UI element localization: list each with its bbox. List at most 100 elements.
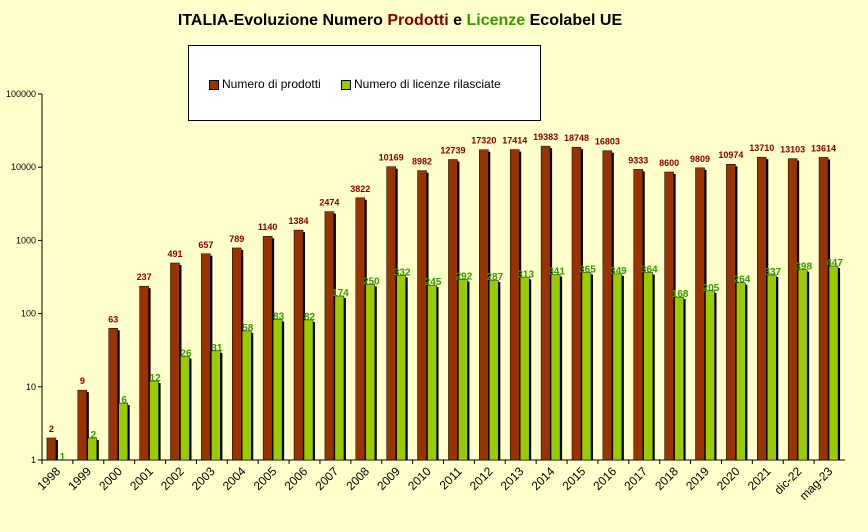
data-label-products: 3822 [350,184,370,194]
data-label-products: 16803 [595,137,620,147]
data-label-products: 17320 [471,136,496,146]
legend-item-licenses: Numero di licenze rilasciate [341,77,501,91]
data-label-licenses: 264 [734,275,751,286]
data-label-products: 19383 [533,132,558,142]
x-tick-label: 2018 [652,464,681,493]
x-tick-label: 2003 [189,464,218,493]
bar-products [170,262,180,461]
x-tick-label: 2019 [683,464,712,493]
x-tick-label: 2005 [251,464,280,493]
data-label-licenses: 83 [273,312,285,323]
x-tick-label: 2009 [374,464,403,493]
data-label-licenses: 447 [826,258,843,269]
data-label-licenses: 349 [610,266,627,277]
x-tick-label: 2007 [312,464,341,493]
data-label-licenses: 174 [332,288,349,299]
data-label-products: 9333 [628,155,648,165]
bar-licenses [828,265,839,461]
data-label-licenses: 337 [764,267,781,278]
x-tick-label: 2012 [467,464,496,493]
data-label-licenses: 12 [150,373,162,384]
data-label-products: 657 [198,240,213,250]
bar-licenses [272,319,283,461]
bar-products [293,229,304,461]
x-tick-label: 2000 [96,464,125,493]
x-tick-label: 2020 [714,464,743,493]
bar-products [571,146,582,461]
x-tick-label: 2016 [590,464,619,493]
bar-products [201,253,211,461]
bar-licenses [797,269,808,461]
x-tick-label: 2001 [127,464,156,493]
legend-label-licenses: Numero di licenze rilasciate [354,77,501,91]
data-label-licenses: 6 [121,395,127,406]
x-tick-label: 1998 [34,464,63,493]
data-label-products: 13710 [749,143,774,153]
bar-licenses [705,290,715,461]
bar-licenses [550,274,561,461]
bar-products [509,149,520,461]
data-label-licenses: 2 [91,430,97,441]
bar-products [448,159,458,461]
bar-products [108,328,118,461]
data-label-products: 2474 [319,198,339,208]
bar-products [757,156,767,461]
data-label-licenses: 292 [456,272,473,283]
data-label-licenses: 365 [579,264,596,275]
bar-products [46,437,57,461]
bar-products [818,157,829,461]
data-label-products: 1140 [258,222,278,232]
x-tick-label: 2006 [282,464,311,493]
data-label-products: 2 [49,424,54,434]
data-label-licenses: 364 [641,265,658,276]
data-label-licenses: 332 [394,267,411,278]
bar-licenses [581,272,592,461]
x-tick-label: 2010 [405,464,434,493]
bar-products [602,150,613,461]
bar-licenses [149,380,159,461]
bar-licenses [643,272,653,461]
data-label-products: 63 [108,314,118,324]
bar-licenses [427,284,437,461]
x-tick-label: 2008 [343,464,372,493]
data-label-products: 10169 [379,153,404,163]
bar-products [262,235,273,461]
y-tick-label: 10 [26,382,36,392]
bar-licenses [396,275,406,461]
data-label-products: 789 [229,234,244,244]
data-label-licenses: 287 [486,272,503,283]
data-label-products: 1384 [289,216,309,226]
bar-licenses [118,402,128,461]
bar-licenses [458,279,468,461]
data-label-licenses: 313 [517,269,534,280]
bar-licenses [87,437,98,461]
y-tick-label: 10000 [11,162,36,172]
data-label-products: 8600 [659,158,679,168]
bar-products [540,145,551,461]
bar-licenses [365,284,376,461]
bar-licenses [767,274,777,461]
bar-products [726,163,736,461]
x-tick-label: 2002 [158,464,187,493]
x-tick-label: 2014 [529,464,558,493]
legend: Numero di prodotti Numero di licenze ril… [188,45,541,121]
data-label-products: 17414 [502,136,527,146]
bar-licenses [674,296,684,461]
bar-licenses [241,330,252,461]
data-label-licenses: 1 [60,452,66,463]
bar-products [664,171,674,461]
bar-products [139,285,149,461]
bar-products [417,170,427,461]
x-tick-label: 2004 [220,464,249,493]
data-label-licenses: 341 [548,267,565,278]
data-label-products: 13614 [811,143,836,153]
x-tick-label: 2015 [560,464,589,493]
bar-products [633,169,643,461]
y-tick-label: 1000 [16,235,36,245]
bar-licenses [180,356,190,461]
x-tick-label: mag-23 [797,464,836,503]
data-label-licenses: 245 [425,277,442,288]
data-label-licenses: 58 [242,323,254,334]
data-label-products: 13103 [780,145,805,155]
